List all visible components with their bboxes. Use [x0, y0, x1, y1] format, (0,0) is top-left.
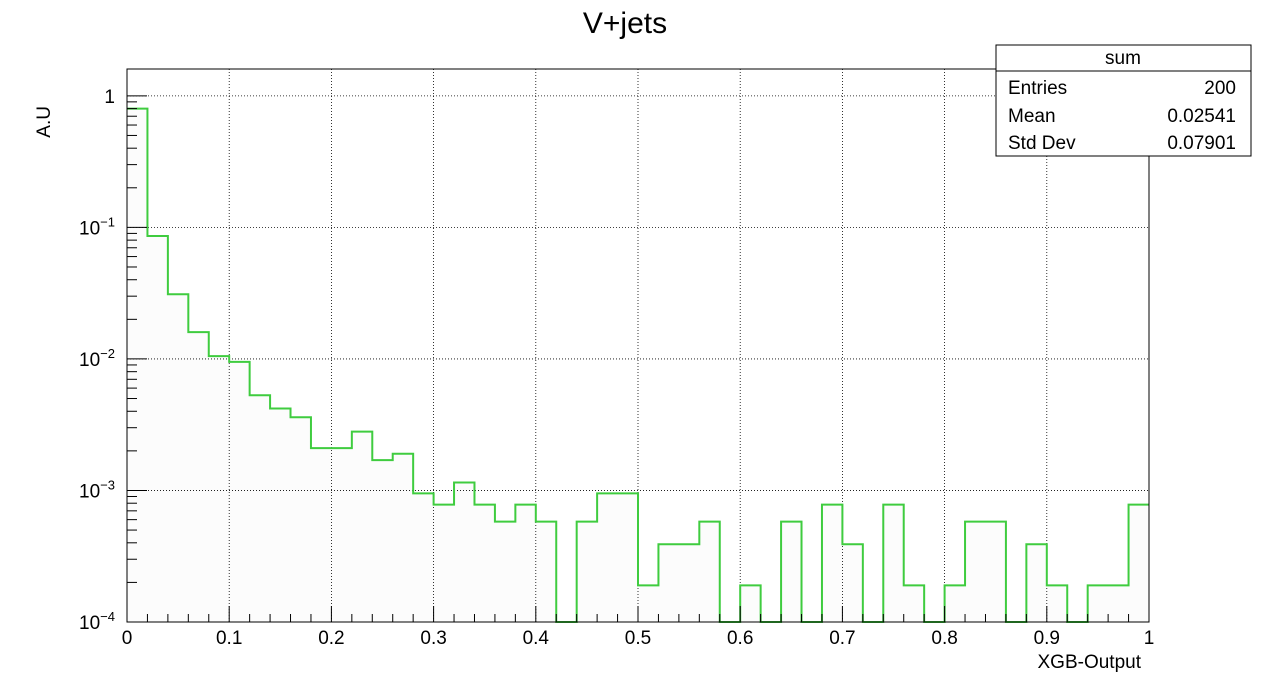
x-tick-label: 0.4 [523, 628, 550, 649]
plot-frame [126, 68, 1150, 623]
x-tick-label: 0.8 [931, 628, 957, 649]
x-tick-label: 1 [1144, 628, 1155, 649]
stats-entries-label: Entries [1008, 78, 1067, 99]
stats-box: sum Entries 200 Mean 0.02541 Std Dev 0.0… [995, 44, 1252, 157]
stats-mean-label: Mean [1008, 106, 1056, 127]
x-tick-label: 0.9 [1034, 628, 1060, 649]
x-tick-label: 0.5 [625, 628, 651, 649]
y-tick-label: 10−2 [79, 346, 115, 371]
x-axis-label: XGB-Output [1038, 652, 1142, 673]
x-tick-label: 0.2 [318, 628, 344, 649]
stats-entries-value: 200 [1204, 78, 1236, 99]
y-axis-label: A.U [34, 106, 55, 138]
plot-area [126, 68, 1150, 623]
y-axis-tick-labels: 1 10−1 10−2 10−3 10−4 [79, 87, 115, 634]
x-tick-label: 0.7 [829, 628, 855, 649]
chart-title: V+jets [583, 7, 667, 40]
stats-stddev-label: Std Dev [1008, 133, 1076, 154]
y-tick-label: 1 [104, 87, 115, 108]
grid-lines [127, 69, 1149, 622]
stats-box-frame [995, 44, 1252, 157]
y-tick-label: 10−4 [79, 609, 115, 634]
histogram-fill [127, 108, 1149, 622]
x-tick-label: 0 [122, 628, 133, 649]
y-tick-label: 10−1 [79, 214, 115, 239]
histogram-fill-area [127, 108, 1149, 622]
x-axis-tick-labels: 0 0.1 0.2 0.3 0.4 0.5 0.6 0.7 0.8 0.9 1 [122, 628, 1155, 649]
x-tick-label: 0.3 [420, 628, 446, 649]
stats-box-title: sum [1105, 48, 1141, 69]
y-tick-label: 10−3 [79, 477, 115, 502]
x-tick-label: 0.6 [727, 628, 753, 649]
histogram-line [127, 107, 1149, 623]
stats-stddev-value: 0.07901 [1167, 133, 1236, 154]
x-tick-label: 0.1 [216, 628, 242, 649]
stats-mean-value: 0.02541 [1167, 106, 1236, 127]
